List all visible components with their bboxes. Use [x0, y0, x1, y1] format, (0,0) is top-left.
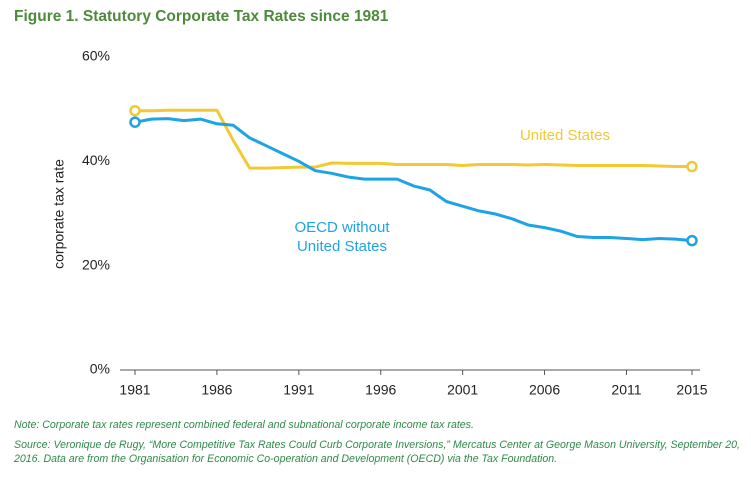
source-note: Source: Veronique de Rugy, “More Competi… [14, 439, 741, 465]
series-label: United States [519, 127, 611, 144]
y-tick-label: 20% [82, 256, 110, 272]
note: Note: Corporate tax rates represent comb… [14, 419, 474, 431]
series-line [134, 117, 693, 243]
x-tick-label: 1996 [365, 382, 396, 398]
series-label: OECD without United States [294, 219, 390, 255]
x-tick-label: 2011 [611, 382, 641, 398]
y-tick-label: 40% [82, 152, 110, 168]
end-marker [686, 234, 698, 247]
end-marker [129, 104, 141, 117]
x-tick-label: 2015 [676, 382, 707, 398]
x-tick-label: 1991 [283, 382, 314, 398]
end-marker [686, 160, 698, 173]
y-tick-label: 60% [82, 48, 110, 64]
end-marker [129, 116, 141, 128]
x-tick-label: 2001 [447, 382, 478, 398]
series-line [135, 108, 692, 170]
x-tick-label: 2006 [529, 382, 560, 398]
y-axis-label: corporate tax rate [51, 159, 67, 269]
chart-title: Figure 1. Statutory Corporate Tax Rates … [14, 8, 389, 25]
x-tick-label: 1981 [119, 382, 150, 398]
x-tick-label: 1986 [201, 382, 232, 398]
y-tick-label: 0% [90, 361, 110, 377]
